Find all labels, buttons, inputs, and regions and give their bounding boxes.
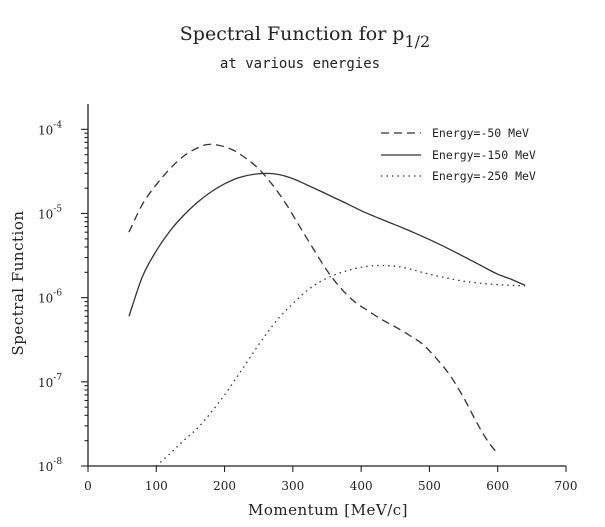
x-tick-label-500: 500	[418, 479, 441, 493]
series-lines	[128, 143, 526, 467]
y-tick-label-1e-6: 10-6	[38, 289, 62, 306]
y-axis-title: Spectral Function	[9, 210, 27, 355]
x-tick-label-400: 400	[350, 479, 373, 493]
legend-label-energy-50: Energy=-50 MeV	[432, 126, 529, 140]
x-tick-label-0: 0	[84, 479, 92, 493]
x-axis-title: Momentum [MeV/c]	[248, 501, 408, 519]
y-tick-label-1e-8: 10-8	[38, 457, 62, 474]
x-tick-label-200: 200	[213, 479, 236, 493]
x-axis-ticks: 0 100 200 300 400 500 600 700	[84, 466, 577, 493]
series-line-energy-50-mev	[128, 143, 499, 455]
y-tick-label-1e-7: 10-7	[38, 373, 62, 390]
chart-subtitle: at various energies	[220, 56, 380, 72]
y-tick-label-1e-4: 10-4	[38, 120, 62, 137]
series-line-energy-150-mev	[128, 172, 526, 317]
legend-label-energy-150: Energy=-150 MeV	[432, 148, 536, 162]
x-tick-label-700: 700	[555, 479, 578, 493]
legend: Energy=-50 MeV Energy=-150 MeV Energy=-2…	[381, 126, 536, 183]
x-tick-label-300: 300	[281, 479, 304, 493]
legend-label-energy-250: Energy=-250 MeV	[432, 169, 536, 183]
chart-title: Spectral Function for p1/2	[180, 23, 430, 51]
y-axis-ticks: 10-8 10-7 10-6 10-5 10-4	[38, 120, 88, 474]
x-tick-label-100: 100	[145, 479, 168, 493]
x-tick-label-600: 600	[486, 479, 509, 493]
y-tick-label-1e-5: 10-5	[38, 205, 62, 222]
series-line-energy-250-mev	[155, 264, 526, 467]
